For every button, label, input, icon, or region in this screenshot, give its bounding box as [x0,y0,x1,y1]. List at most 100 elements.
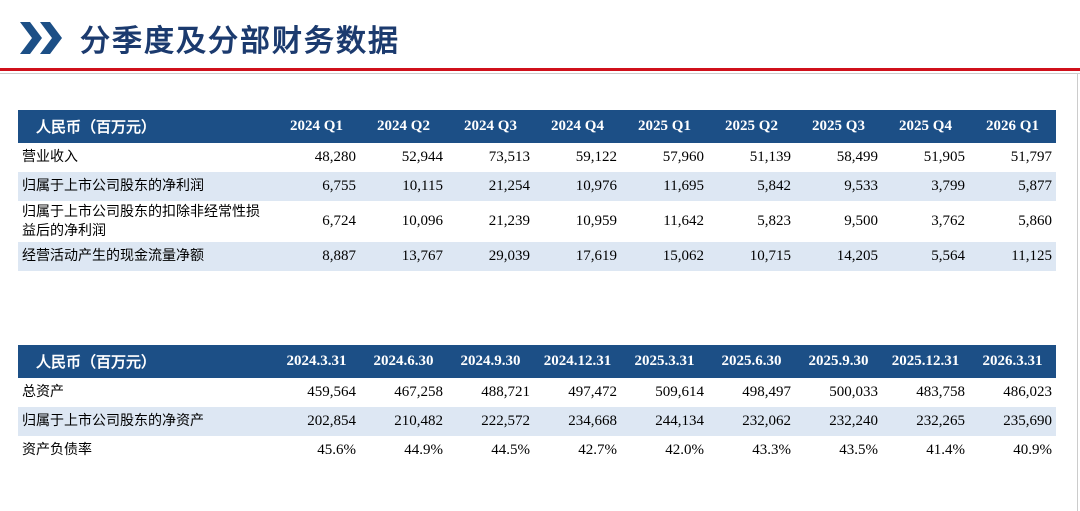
chevron-icon [20,22,62,54]
cell: 232,265 [882,407,969,436]
cell: 11,642 [663,213,704,229]
row-label: 归属于上市公司股东的净资产 [18,407,273,436]
cell: 48,280 [314,149,356,165]
row-label: 经营活动产生的现金流量净额 [18,242,273,271]
cell: 44.5% [491,442,530,458]
cell: 42.7% [578,442,617,458]
cell: 42.0% [665,442,704,458]
cell: 40.9% [1013,442,1052,458]
cell: 45.6% [317,442,356,458]
cell: 500,033 [829,384,878,400]
quarterly-table: 人民币（百万元） 2024 Q1 2024 Q2 2024 Q3 2024 Q4 2025… [18,110,1056,271]
table-row: 归属于上市公司股东的净资产 202,854 210,482 222,572 234,66… [18,407,1056,436]
cell: 21,239 [488,213,530,229]
header-row: 人民币（百万元） 2024.3.31 2024.6.30 2024.9.30 2024.… [18,345,1056,378]
divider [0,68,1080,71]
cell: 232,062 [708,407,795,436]
cell: 21,254 [447,172,534,201]
row-label: 资产负债率 [22,442,92,458]
cell: 10,096 [401,213,443,229]
cell: 235,690 [969,407,1056,436]
border [1077,74,1078,511]
cell: 10,959 [575,213,617,229]
cell: 483,758 [916,384,965,400]
table-row: 总资产 459,564 467,258 488,721 497,472 509,614 49… [18,378,1056,407]
cell: 43.3% [752,442,791,458]
cell: 497,472 [568,384,617,400]
cell: 57,960 [662,149,704,165]
cell: 5,564 [882,242,969,271]
table-row: 经营活动产生的现金流量净额 8,887 13,767 29,039 17,619 15,0… [18,242,1056,271]
column-header: 2024.9.30 [447,345,534,378]
cell: 15,062 [621,242,708,271]
column-header: 2024.3.31 [273,345,360,378]
column-header: 人民币（百万元） [18,110,273,143]
column-header: 人民币（百万元） [18,345,273,378]
cell: 498,497 [742,384,791,400]
table-row: 资产负债率 45.6% 44.9% 44.5% 42.7% 42.0% 43.3% 43.5%… [18,436,1056,465]
column-header: 2025.12.31 [882,345,969,378]
header-row: 人民币（百万元） 2024 Q1 2024 Q2 2024 Q3 2024 Q4 2025… [18,110,1056,143]
column-header: 2025.3.31 [621,345,708,378]
table-row: 归属于上市公司股东的净利润 6,755 10,115 21,254 10,976 11,6… [18,172,1056,201]
column-header: 2025.6.30 [708,345,795,378]
cell: 11,695 [621,172,708,201]
cell: 486,023 [1003,384,1052,400]
cell: 73,513 [488,149,530,165]
cell: 488,721 [481,384,530,400]
table-row: 营业收入 48,280 52,944 73,513 59,122 57,960 51,139… [18,143,1056,172]
cell: 234,668 [534,407,621,436]
cell: 222,572 [447,407,534,436]
cell: 3,799 [882,172,969,201]
cell: 10,115 [360,172,447,201]
column-header: 2025 Q1 [621,110,708,143]
cell: 3,762 [931,213,965,229]
cell: 5,860 [1018,213,1052,229]
cell: 467,258 [394,384,443,400]
cell: 52,944 [401,149,443,165]
cell: 6,755 [273,172,360,201]
column-header: 2024.6.30 [360,345,447,378]
page-title: 分季度及分部财务数据 [80,24,400,59]
column-header: 2024 Q2 [360,110,447,143]
cell: 8,887 [273,242,360,271]
row-label: 归属于上市公司股东的扣除非经常性损益后的净利润 [22,203,260,239]
cell: 58,499 [836,149,878,165]
column-header: 2024.12.31 [534,345,621,378]
cell: 13,767 [360,242,447,271]
cell: 29,039 [447,242,534,271]
cell: 51,139 [749,149,791,165]
cell: 232,240 [795,407,882,436]
cell: 5,877 [969,172,1056,201]
cell: 10,976 [534,172,621,201]
cell: 10,715 [708,242,795,271]
cell: 202,854 [273,407,360,436]
row-label: 营业收入 [22,149,78,165]
column-header: 2026 Q1 [969,110,1056,143]
cell: 43.5% [839,442,878,458]
column-header: 2025 Q3 [795,110,882,143]
column-header: 2025.9.30 [795,345,882,378]
table-row: 归属于上市公司股东的扣除非经常性损益后的净利润 6,724 10,096 21,239… [18,201,1056,242]
row-label: 总资产 [22,384,64,400]
cell: 9,533 [795,172,882,201]
column-header: 2024 Q1 [273,110,360,143]
row-label: 归属于上市公司股东的净利润 [18,172,273,201]
cell: 44.9% [404,442,443,458]
cell: 51,797 [1010,149,1052,165]
column-header: 2026.3.31 [969,345,1056,378]
cell: 11,125 [969,242,1056,271]
cell: 6,724 [322,213,356,229]
cell: 41.4% [926,442,965,458]
column-header: 2024 Q4 [534,110,621,143]
cell: 9,500 [844,213,878,229]
cell: 5,842 [708,172,795,201]
cell: 17,619 [534,242,621,271]
cell: 244,134 [621,407,708,436]
divider [0,73,1080,74]
cell: 509,614 [655,384,704,400]
column-header: 2025 Q2 [708,110,795,143]
cell: 210,482 [360,407,447,436]
cell: 459,564 [307,384,356,400]
